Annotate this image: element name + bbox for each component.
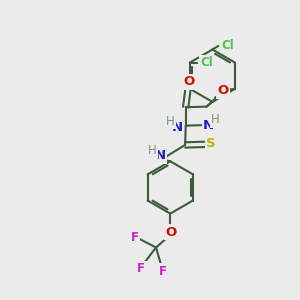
Text: S: S [206, 137, 216, 150]
Text: O: O [218, 84, 229, 97]
Text: F: F [158, 265, 166, 278]
Text: H: H [148, 144, 157, 158]
Text: H: H [211, 113, 220, 126]
Text: O: O [183, 75, 194, 88]
Text: Cl: Cl [200, 56, 213, 69]
Text: N: N [203, 118, 214, 131]
Text: F: F [130, 231, 139, 244]
Text: O: O [165, 226, 176, 238]
Text: H: H [166, 115, 175, 128]
Text: N: N [172, 121, 183, 134]
Text: Cl: Cl [221, 39, 234, 52]
Text: F: F [137, 262, 145, 275]
Text: N: N [154, 149, 166, 162]
